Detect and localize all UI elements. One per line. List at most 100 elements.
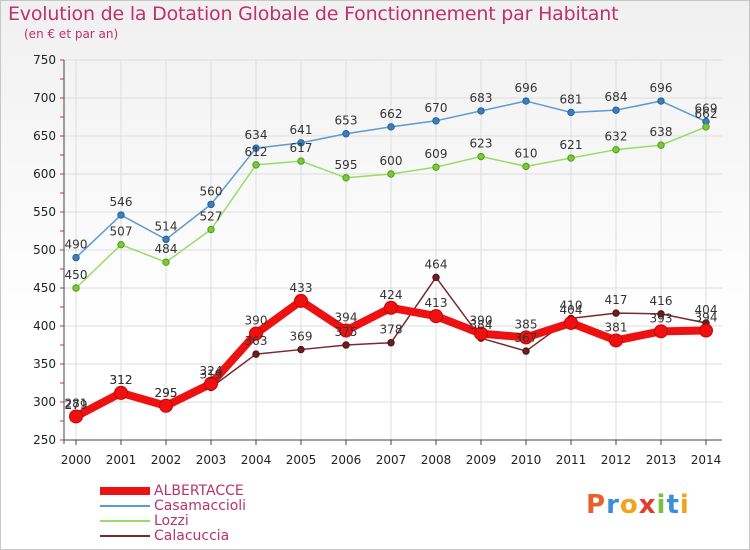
data-label-calacuccia: 417 <box>605 293 628 307</box>
data-point-casamaccioli <box>657 97 665 105</box>
data-label-casamaccioli: 514 <box>155 219 178 233</box>
data-point-casamaccioli <box>477 107 485 115</box>
y-tick-label: 550 <box>33 205 56 219</box>
data-label-calacuccia: 279 <box>65 398 88 412</box>
data-label-casamaccioli: 653 <box>335 114 358 128</box>
data-point-calacuccia <box>252 350 260 358</box>
y-tick-label: 700 <box>33 91 56 105</box>
data-point-calacuccia <box>522 347 530 355</box>
data-point-calacuccia <box>657 310 665 318</box>
data-point-lozzi <box>207 225 215 234</box>
proxiti-logo: Proxiti <box>586 490 690 520</box>
logo-letter: t <box>666 490 680 520</box>
data-label-calacuccia: 369 <box>290 330 313 344</box>
data-label-casamaccioli: 546 <box>110 195 133 209</box>
data-point-lozzi <box>387 170 395 178</box>
x-tick-label: 2013 <box>646 453 677 467</box>
legend-swatch-albertacce <box>100 487 150 495</box>
data-point-calacuccia <box>297 345 305 354</box>
data-label-albertacce: 312 <box>110 373 133 387</box>
data-label-casamaccioli: 560 <box>200 184 223 198</box>
data-point-calacuccia <box>387 339 395 347</box>
legend-swatch-calacuccia <box>100 535 150 537</box>
data-point-casamaccioli <box>117 211 125 219</box>
data-label-albertacce: 295 <box>155 386 178 400</box>
data-label-lozzi: 450 <box>65 268 88 282</box>
data-label-lozzi: 638 <box>650 125 673 139</box>
x-tick-label: 2009 <box>466 453 497 467</box>
data-label-calacuccia: 384 <box>470 318 493 332</box>
y-tick-label: 300 <box>33 395 56 409</box>
data-label-casamaccioli: 696 <box>515 81 538 95</box>
data-point-lozzi <box>72 284 80 292</box>
y-tick-label: 500 <box>33 243 56 257</box>
data-label-albertacce: 393 <box>650 311 673 325</box>
x-tick-label: 2010 <box>511 453 542 467</box>
data-point-lozzi <box>252 161 260 169</box>
data-point-albertacce <box>339 323 353 338</box>
y-tick-label: 250 <box>33 433 56 447</box>
data-label-lozzi: 617 <box>290 141 313 155</box>
data-label-casamaccioli: 641 <box>290 123 313 137</box>
data-point-lozzi <box>657 141 665 149</box>
data-label-calacuccia: 378 <box>380 323 403 337</box>
logo-letter: o <box>619 490 639 520</box>
data-point-lozzi <box>522 162 530 171</box>
data-point-albertacce <box>159 398 173 413</box>
data-label-casamaccioli: 696 <box>650 81 673 95</box>
logo-letter: P <box>586 490 607 520</box>
logo-letter: i <box>679 490 690 520</box>
x-tick-label: 2005 <box>286 453 317 467</box>
x-tick-label: 2012 <box>601 453 632 467</box>
data-label-albertacce: 394 <box>335 311 358 325</box>
data-label-casamaccioli: 490 <box>65 238 88 252</box>
data-label-albertacce: 394 <box>695 311 718 325</box>
data-label-lozzi: 612 <box>245 145 268 159</box>
legend-label-albertacce: ALBERTACCE <box>154 483 244 499</box>
data-point-casamaccioli <box>342 130 350 138</box>
data-point-albertacce <box>249 326 263 341</box>
logo-letter: i <box>656 490 667 520</box>
data-point-albertacce <box>294 293 308 308</box>
data-label-calacuccia: 363 <box>245 334 268 348</box>
data-label-calacuccia: 410 <box>560 298 583 312</box>
data-point-albertacce <box>69 409 83 424</box>
data-point-albertacce <box>699 323 713 338</box>
data-point-casamaccioli <box>612 106 620 114</box>
data-point-calacuccia <box>342 341 350 349</box>
data-point-casamaccioli <box>72 253 80 262</box>
data-point-albertacce <box>204 376 218 391</box>
data-label-casamaccioli: 683 <box>470 91 493 105</box>
legend-swatch-lozzi <box>100 520 150 522</box>
y-tick-label: 650 <box>33 129 56 143</box>
data-point-albertacce <box>609 333 623 348</box>
data-label-lozzi: 609 <box>425 147 448 161</box>
data-label-lozzi: 507 <box>110 225 133 239</box>
legend-label-lozzi: Lozzi <box>154 513 189 529</box>
data-label-lozzi: 621 <box>560 138 583 152</box>
data-point-albertacce <box>564 315 578 330</box>
data-point-lozzi <box>297 157 305 165</box>
data-point-lozzi <box>342 174 350 182</box>
data-point-lozzi <box>162 258 170 266</box>
x-tick-label: 2002 <box>151 453 182 467</box>
y-tick-label: 450 <box>33 281 56 295</box>
chart-subtitle: (en € et par an) <box>24 27 119 41</box>
x-tick-label: 2003 <box>196 453 227 467</box>
x-tick-label: 2011 <box>556 453 587 467</box>
data-label-calacuccia: 312 <box>110 373 133 387</box>
data-point-casamaccioli <box>387 123 395 131</box>
x-tick-label: 2008 <box>421 453 452 467</box>
data-point-albertacce <box>384 300 398 315</box>
data-label-casamaccioli: 662 <box>380 107 403 121</box>
data-point-albertacce <box>429 309 443 324</box>
data-label-calacuccia: 416 <box>650 294 673 308</box>
data-label-albertacce: 433 <box>290 281 313 295</box>
y-tick-label: 400 <box>33 319 56 333</box>
x-tick-label: 2004 <box>241 453 272 467</box>
x-tick-label: 2006 <box>331 453 362 467</box>
data-point-albertacce <box>519 330 533 345</box>
data-label-lozzi: 662 <box>695 107 718 121</box>
